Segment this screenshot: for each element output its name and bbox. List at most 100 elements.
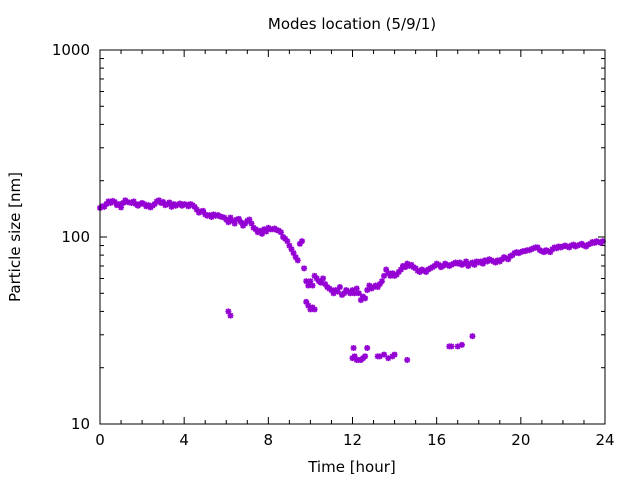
data-point: [286, 242, 293, 249]
data-point: [301, 265, 308, 272]
data-point: [227, 214, 234, 221]
data-point: [111, 198, 118, 205]
data-point: [517, 249, 524, 256]
data-point: [328, 287, 335, 294]
data-point: [378, 278, 385, 285]
plot-frame: [99, 49, 606, 425]
data-point: [416, 268, 423, 275]
data-points: [97, 197, 606, 363]
data-point: [263, 228, 270, 235]
y-axis-label: Particle size [nm]: [6, 172, 24, 302]
x-tick-label: 8: [264, 431, 274, 449]
data-point: [568, 242, 575, 249]
data-point: [574, 242, 581, 249]
data-point: [479, 260, 486, 267]
data-point: [543, 247, 550, 254]
data-point: [404, 356, 411, 363]
data-point: [256, 227, 263, 234]
data-point: [402, 264, 409, 271]
data-point: [347, 290, 354, 297]
data-point: [555, 243, 562, 250]
data-point: [246, 216, 253, 223]
data-point: [200, 207, 207, 214]
x-axis-label: Time [hour]: [307, 458, 396, 476]
data-point: [330, 290, 337, 297]
data-point: [288, 246, 295, 253]
data-point: [191, 203, 198, 210]
data-point: [296, 240, 303, 247]
data-point: [576, 241, 583, 248]
data-point: [160, 198, 167, 205]
data-point: [231, 220, 238, 227]
data-point: [334, 288, 341, 295]
data-point: [282, 235, 289, 242]
data-point: [526, 247, 533, 254]
data-point: [225, 219, 232, 226]
data-point: [374, 284, 381, 291]
data-point: [564, 243, 571, 250]
data-point: [454, 343, 461, 350]
data-point: [290, 250, 297, 257]
data-point: [309, 282, 316, 289]
data-point: [557, 244, 564, 251]
y-tick-label: 10: [71, 415, 90, 433]
data-point: [101, 203, 108, 210]
data-point: [155, 197, 162, 204]
data-point: [311, 306, 318, 313]
data-point: [538, 248, 545, 255]
data-point: [530, 245, 537, 252]
data-point: [381, 351, 388, 358]
data-point: [580, 242, 587, 249]
data-point: [469, 333, 476, 340]
data-point: [317, 279, 324, 286]
y-tick-label: 1000: [52, 41, 90, 59]
data-point: [305, 282, 312, 289]
data-point: [559, 243, 566, 250]
data-point: [303, 298, 310, 305]
data-point: [252, 226, 259, 233]
data-point: [305, 302, 312, 309]
data-point: [313, 275, 320, 282]
data-point: [284, 238, 291, 245]
data-point: [322, 281, 329, 288]
data-point: [118, 204, 125, 211]
y-tick-label: 100: [61, 228, 90, 246]
data-point: [320, 275, 327, 282]
data-point: [458, 341, 465, 348]
data-point: [259, 230, 266, 237]
data-point: [387, 272, 394, 279]
data-point: [423, 268, 430, 275]
data-point: [242, 220, 249, 227]
data-point: [589, 239, 596, 246]
data-point: [551, 244, 558, 251]
data-point: [376, 281, 383, 288]
data-point: [355, 290, 362, 297]
data-point: [223, 216, 230, 223]
data-point: [193, 206, 200, 213]
data-point: [336, 284, 343, 291]
data-point: [357, 297, 364, 304]
x-tick-label: 16: [427, 431, 446, 449]
data-point: [208, 213, 215, 220]
data-point: [585, 241, 592, 248]
data-point: [522, 248, 529, 255]
data-point: [362, 353, 369, 360]
data-point: [166, 199, 173, 206]
data-point: [572, 243, 579, 250]
data-point: [277, 229, 284, 236]
data-point: [303, 278, 310, 285]
data-point: [292, 254, 299, 261]
x-tick-label: 24: [595, 431, 614, 449]
data-point: [381, 272, 388, 279]
data-point: [364, 287, 371, 294]
data-point: [151, 201, 158, 208]
data-point: [547, 249, 554, 256]
data-point: [237, 219, 244, 226]
data-point: [536, 247, 543, 254]
data-point: [349, 287, 356, 294]
data-point: [528, 246, 535, 253]
data-point: [299, 238, 305, 245]
data-point: [412, 265, 419, 272]
data-point: [448, 343, 455, 350]
